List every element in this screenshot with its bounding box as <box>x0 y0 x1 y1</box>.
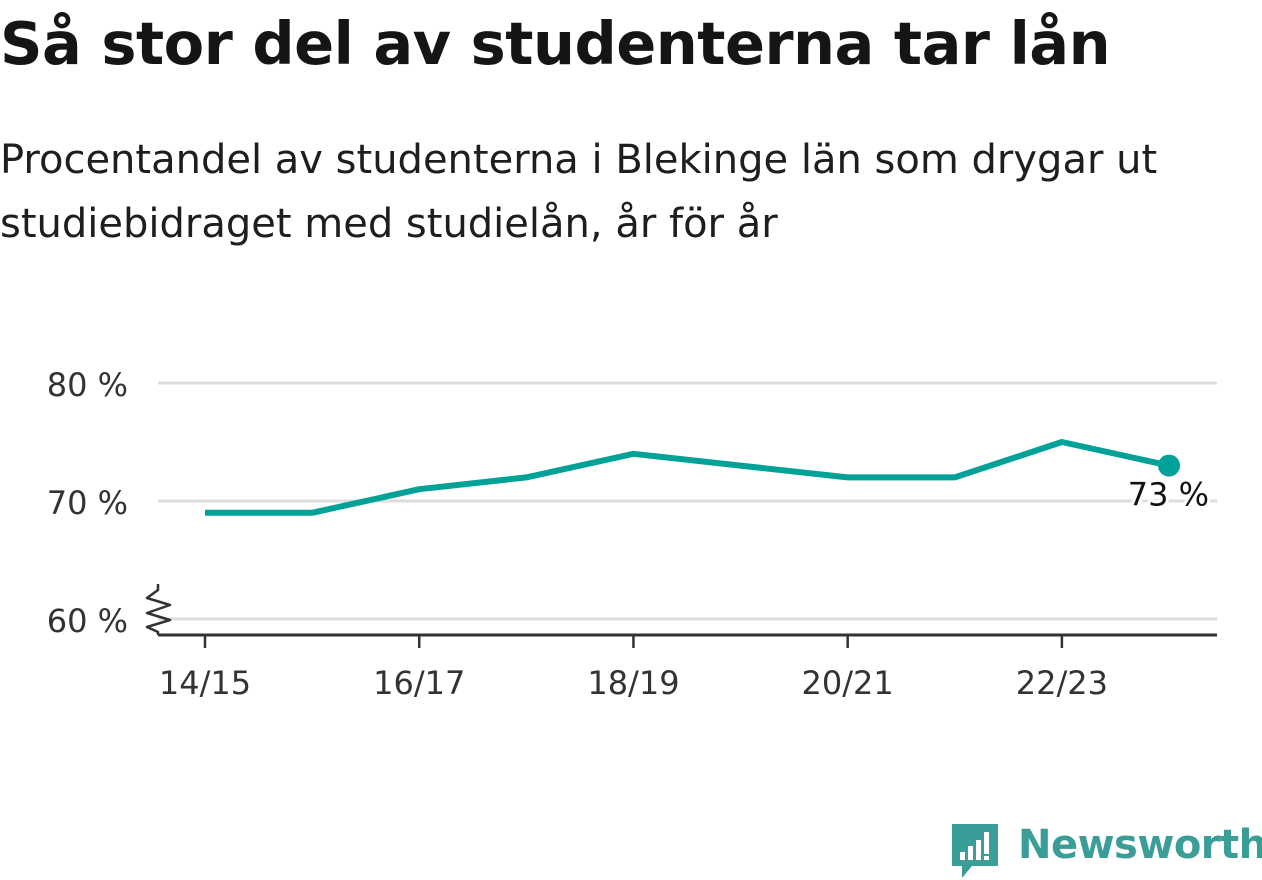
chart-title: Så stor del av studenterna tar lån <box>0 9 1111 78</box>
end-point-marker <box>1158 454 1180 477</box>
y-tick-label: 70 % <box>47 484 128 522</box>
series-line <box>205 439 1170 516</box>
newsworthy-logo-icon <box>952 824 998 878</box>
y-tick-label: 60 % <box>47 602 128 640</box>
x-tick-label: 14/15 <box>159 664 251 702</box>
x-tick-label: 16/17 <box>373 664 465 702</box>
end-value-label: 73 % <box>1128 476 1209 514</box>
y-tick-label: 80 % <box>47 366 128 404</box>
x-tick-label: 18/19 <box>587 664 679 702</box>
x-tick-label: 20/21 <box>802 664 894 702</box>
newsworthy-brand: Newsworthy <box>950 818 1262 880</box>
brand-name: Newsworthy <box>1018 822 1262 868</box>
axis-break-icon <box>145 584 172 635</box>
chart-subtitle: Procentandel av studenterna i Blekinge l… <box>0 137 1158 247</box>
end-value-label-halo: 73 % <box>1128 476 1209 514</box>
x-tick-label: 22/23 <box>1016 664 1108 702</box>
